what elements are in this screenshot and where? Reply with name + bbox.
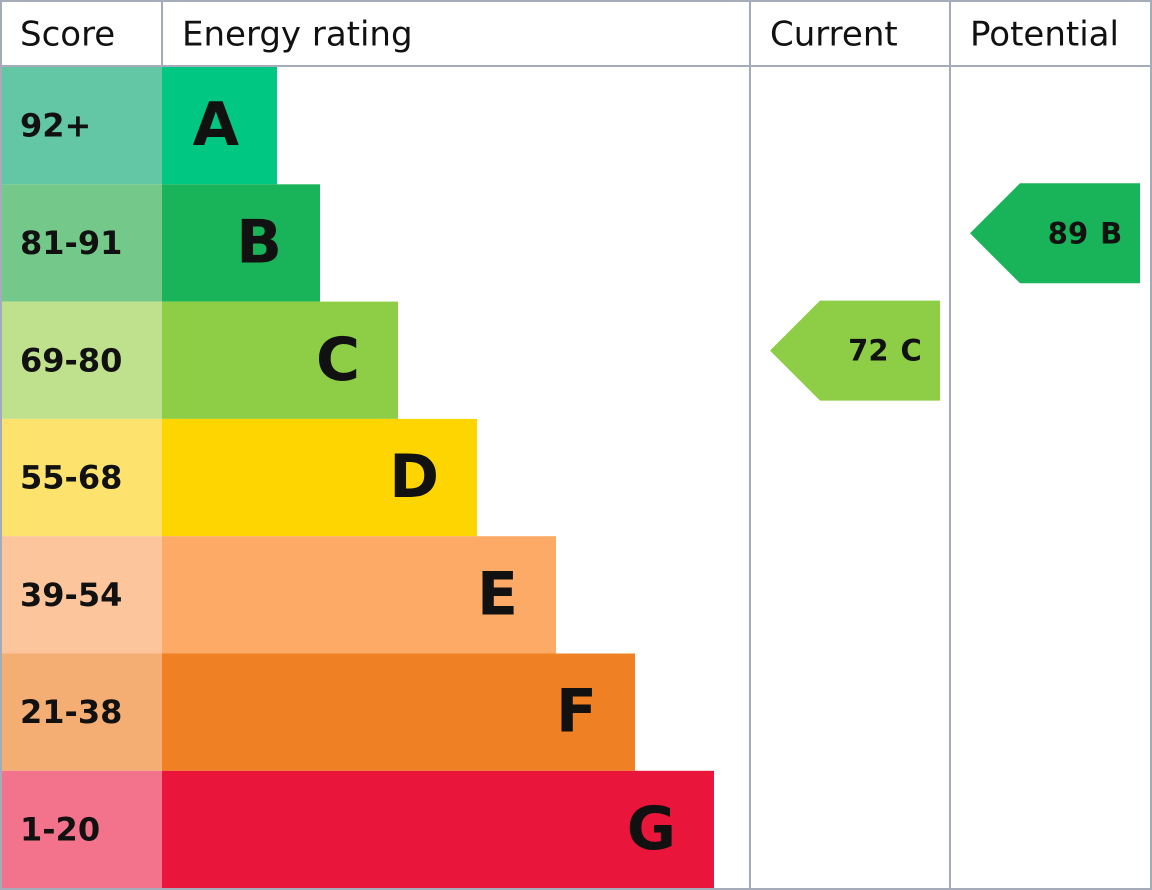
- score-label: 69-80: [20, 341, 122, 379]
- header-rating: Energy rating: [182, 15, 413, 55]
- score-cell: [1, 536, 162, 654]
- rating-letter: B: [236, 208, 282, 278]
- header-potential: Potential: [970, 15, 1119, 55]
- current-value: 72: [848, 334, 888, 368]
- rating-bar: [162, 418, 477, 537]
- score-cell: [1, 67, 162, 185]
- rating-bar: [162, 770, 714, 889]
- rating-letter: G: [627, 794, 676, 864]
- rating-bar: [162, 653, 635, 771]
- score-cell: [1, 653, 162, 771]
- potential-arrow: [970, 183, 1140, 284]
- current-letter: C: [901, 334, 922, 368]
- rating-letter: A: [193, 90, 240, 160]
- current-arrow: [770, 300, 940, 401]
- score-cell: [1, 418, 162, 537]
- potential-label: 89 B: [1048, 216, 1122, 250]
- score-label: 39-54: [20, 576, 122, 614]
- score-label: 55-68: [20, 459, 122, 497]
- rating-bar: [162, 536, 556, 654]
- score-cell: [1, 301, 162, 419]
- rating-letter: E: [477, 559, 518, 629]
- score-label: 81-91: [20, 224, 122, 262]
- header-current: Current: [770, 15, 898, 55]
- score-label: 92+: [20, 107, 91, 145]
- rating-bar: [162, 184, 320, 302]
- score-label: 21-38: [20, 693, 122, 731]
- header-score: Score: [20, 15, 115, 55]
- potential-letter: B: [1100, 216, 1122, 250]
- score-cell: [1, 770, 162, 889]
- score-cell: [1, 184, 162, 302]
- current-label: 72 C: [848, 334, 922, 368]
- rating-bar: [162, 67, 277, 185]
- potential-value: 89: [1048, 216, 1088, 250]
- rating-letter: F: [556, 677, 597, 747]
- score-label: 1-20: [20, 810, 100, 848]
- rating-letter: D: [389, 442, 439, 512]
- rating-bar: [162, 301, 398, 419]
- rating-letter: C: [316, 325, 360, 395]
